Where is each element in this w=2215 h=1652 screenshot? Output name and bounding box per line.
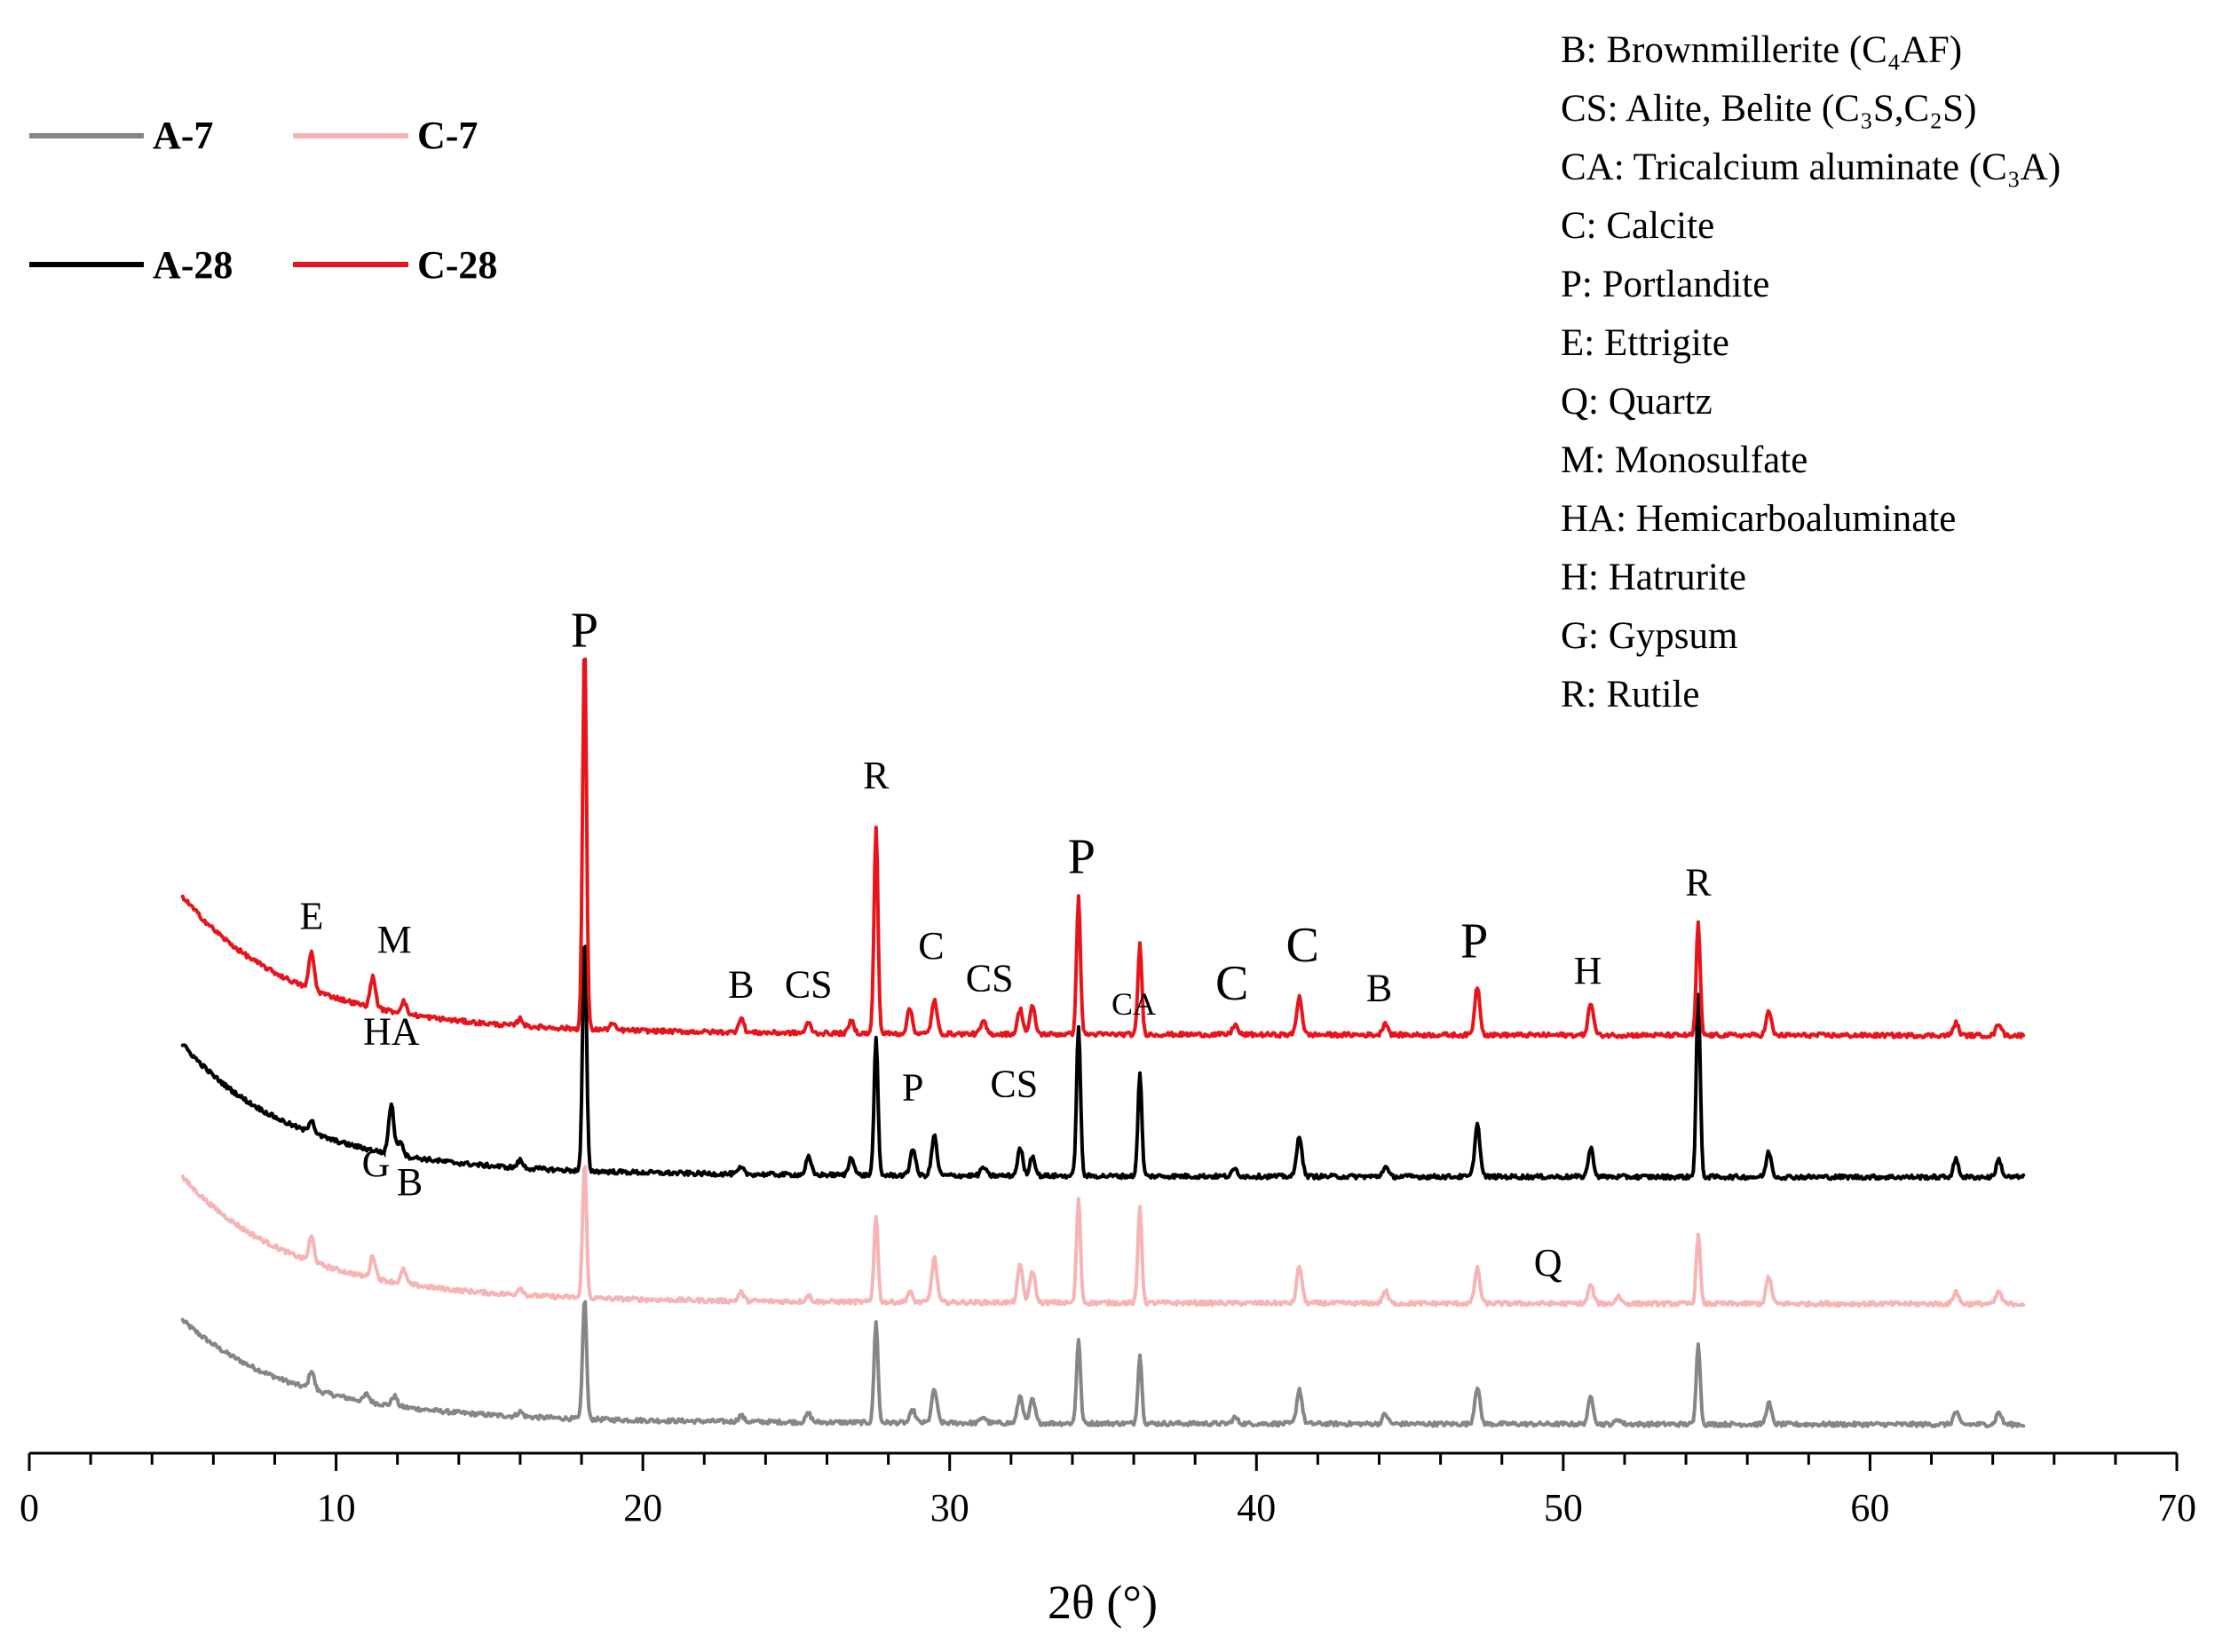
phase-key: B: Brownmillerite (C₄AF) CS: Alite, Beli… [1561, 29, 2061, 715]
phase-key-entry: Q: Quartz [1561, 381, 1713, 423]
peak-label: B [397, 1160, 423, 1204]
legend: A-7 C-7 A-28 C-28 [29, 114, 497, 287]
series-layer [180, 657, 2026, 1429]
series-line-a-7 [180, 1300, 2026, 1429]
x-tick-label: 10 [317, 1486, 356, 1529]
x-tick-label: 40 [1237, 1486, 1276, 1529]
peak-label: P [1460, 914, 1488, 969]
phase-key-entry: C: Calcite [1561, 205, 1714, 247]
legend-item-a-28: A-28 [29, 243, 233, 287]
peak-label: B [728, 962, 754, 1006]
x-tick-label: 60 [1850, 1486, 1889, 1529]
phase-key-entry: B: Brownmillerite (C₄AF) [1561, 29, 1962, 71]
series-line-c-28 [180, 657, 2026, 1039]
peak-label: Q [1534, 1241, 1562, 1284]
phase-key-entry: H: Hatrurite [1561, 557, 1746, 598]
peak-label: E [299, 894, 323, 937]
peak-label: H [1574, 949, 1602, 992]
x-tick-label: 70 [2157, 1486, 2196, 1529]
peak-label: R [863, 754, 890, 797]
peak-label: R [1685, 861, 1712, 905]
peak-label: M [377, 918, 412, 961]
peak-label: P [1068, 829, 1096, 884]
peak-label: C [1215, 956, 1248, 1011]
peak-label: P [571, 604, 598, 659]
x-tick-label: 20 [623, 1486, 662, 1529]
x-axis: 2θ (°) 0 10 20 30 40 50 60 70 [20, 1451, 2196, 1629]
phase-key-entry: E: Ettrigite [1561, 322, 1729, 364]
peak-label: C [918, 924, 944, 968]
peak-label: CS [990, 1062, 1038, 1105]
peak-label: C [1285, 918, 1318, 973]
phase-key-entry: P: Portlandite [1561, 264, 1769, 305]
phase-key-entry: G: Gypsum [1561, 615, 1737, 657]
peak-label: G [362, 1142, 391, 1185]
legend-item-a-7: A-7 [29, 114, 213, 157]
phase-key-entry: CS: Alite, Belite (C₃S,C₂S) [1561, 88, 1976, 130]
peak-label: P [902, 1066, 923, 1110]
x-tick-label: 0 [20, 1486, 39, 1529]
peak-label: CS [785, 962, 833, 1006]
phase-key-entry: HA: Hemicarboaluminate [1561, 498, 1956, 540]
legend-item-c-7: C-7 [293, 114, 478, 157]
phase-key-entry: R: Rutile [1561, 674, 1699, 715]
x-tick-label: 50 [1544, 1486, 1583, 1529]
legend-label-a-7: A-7 [153, 114, 213, 157]
peak-label: CS [966, 956, 1014, 1000]
legend-label-c-7: C-7 [417, 114, 478, 157]
x-tick-label: 30 [930, 1486, 969, 1529]
x-axis-title: 2θ (°) [1048, 1576, 1158, 1629]
series-line-a-28 [180, 945, 2026, 1182]
peak-label: HA [363, 1010, 420, 1054]
legend-item-c-28: C-28 [293, 243, 497, 287]
legend-label-c-28: C-28 [417, 243, 497, 287]
peak-label: CA [1111, 986, 1156, 1022]
phase-key-entry: M: Monosulfate [1561, 439, 1808, 481]
phase-key-entry: CA: Tricalcium aluminate (C₃A) [1561, 146, 2061, 188]
peak-label: B [1366, 967, 1392, 1010]
series-line-c-7 [180, 1165, 2026, 1308]
legend-label-a-28: A-28 [153, 243, 233, 287]
